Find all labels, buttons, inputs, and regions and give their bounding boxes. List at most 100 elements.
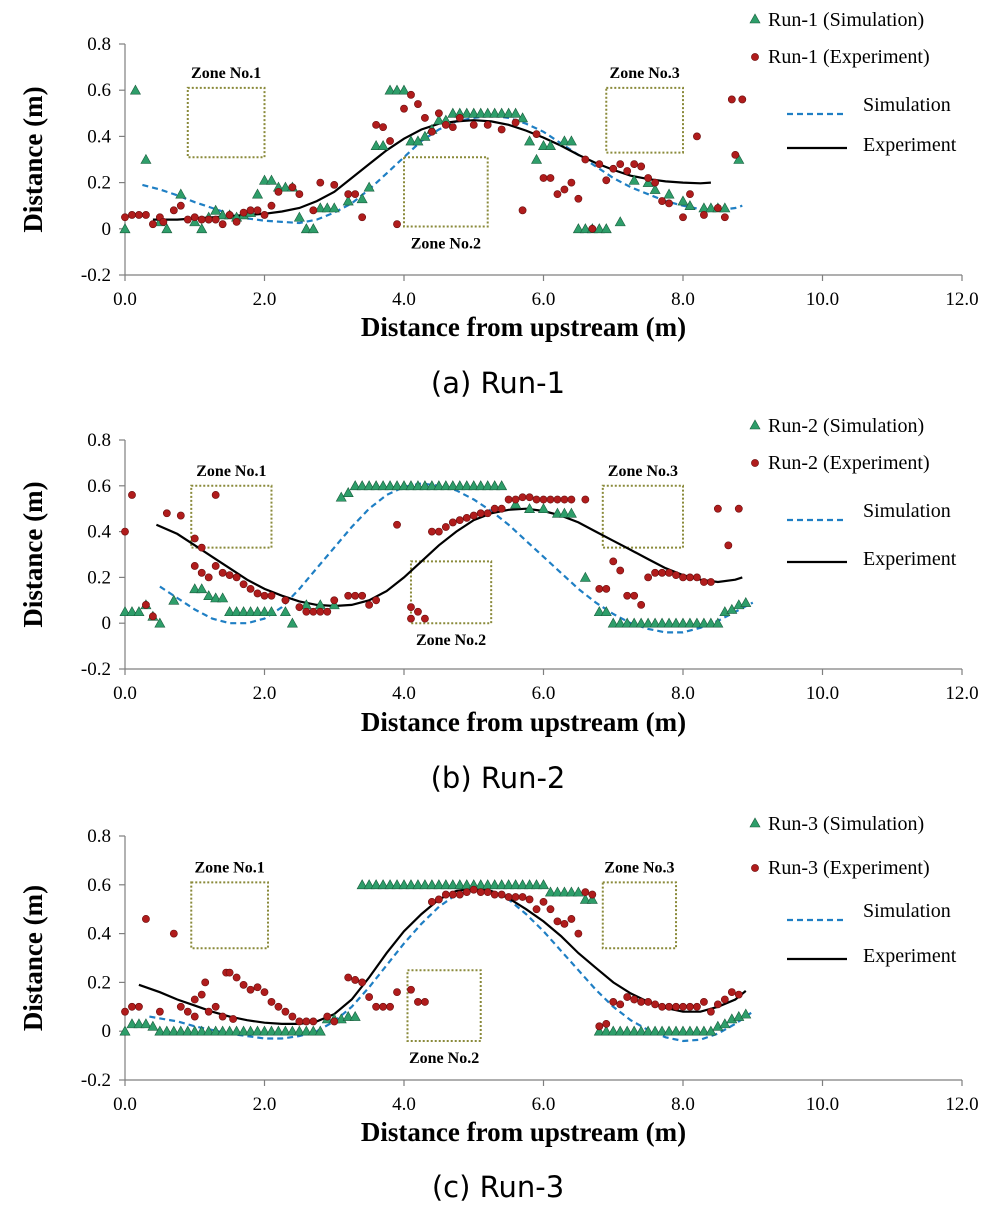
simulation-point (614, 617, 626, 628)
experiment-point (148, 612, 157, 621)
simulation-point (426, 480, 438, 491)
x-tick-label: 2.0 (253, 683, 277, 704)
simulation-point (600, 606, 612, 617)
simulation-point (684, 617, 696, 628)
experiment-point (365, 600, 374, 609)
experiment-point (665, 199, 673, 208)
simulation-point (524, 879, 536, 890)
experiment-point (630, 591, 639, 600)
simulation-point (272, 1025, 284, 1036)
experiment-point (246, 206, 255, 215)
simulation-point (649, 183, 661, 194)
experiment-point (553, 495, 562, 504)
simulation-point (384, 879, 396, 890)
experiment-point (469, 511, 478, 520)
simulation-point (628, 174, 640, 185)
simulation-point (705, 202, 717, 213)
zone-box-3 (605, 86, 685, 154)
simulation-point (217, 209, 229, 220)
y-tick-label: -0.2 (81, 1070, 111, 1091)
experiment-point (239, 580, 248, 589)
simulation-point (356, 879, 368, 890)
simulation-point (482, 107, 494, 118)
experiment-point (211, 491, 220, 499)
simulation-point (593, 606, 605, 617)
experiment-point (504, 495, 513, 504)
simulation-point (670, 617, 682, 628)
x-tick-label: 4.0 (392, 683, 416, 704)
simulation-point (154, 617, 166, 628)
experiment-point (232, 973, 241, 982)
experiment-point (630, 995, 639, 1004)
experiment-point (532, 905, 541, 914)
experiment-point (197, 990, 206, 999)
y-tick-label: 0.2 (87, 972, 111, 993)
experiment-point (197, 568, 206, 577)
simulation-point (300, 223, 312, 234)
simulation-point (503, 879, 515, 890)
experiment-point (358, 591, 367, 600)
simulation-point (265, 606, 277, 617)
experiment-point (372, 120, 380, 129)
simulation-point (140, 153, 152, 164)
experiment-point (211, 215, 220, 224)
panel-caption: (a) Run-1 (431, 366, 565, 400)
experiment-point (616, 1000, 625, 1009)
experiment-point (539, 174, 548, 182)
experiment-point (351, 976, 360, 984)
simulation-point (614, 1025, 626, 1036)
y-tick-label: 0 (102, 219, 112, 240)
experiment-point (197, 543, 206, 552)
x-tick-label: 6.0 (532, 683, 556, 704)
experiment-point (379, 123, 387, 132)
simulation-point (133, 606, 145, 617)
simulation-point (537, 140, 550, 150)
y-tick-label: 0.6 (87, 875, 111, 896)
simulation-point (168, 1025, 180, 1036)
experiment-point (693, 132, 701, 141)
experiment-point (448, 890, 457, 899)
simulation-point (252, 1025, 264, 1036)
experiment-point (400, 104, 408, 113)
experiment-point (358, 978, 367, 987)
simulation-point (684, 200, 696, 210)
simulation-point (447, 879, 459, 890)
simulation-point (531, 879, 543, 890)
simulation-point (126, 1018, 138, 1029)
simulation-point (579, 571, 591, 582)
simulation-point (252, 606, 264, 617)
experiment-point (239, 980, 248, 989)
zone-label-2: Zone No.2 (411, 235, 481, 252)
simulation-point (126, 606, 138, 617)
experiment-point (232, 217, 241, 226)
experiment-point (142, 915, 150, 923)
experiment-point (602, 1019, 611, 1028)
y-tick-label: 0.8 (87, 34, 111, 55)
y-tick-label: 0.8 (87, 826, 111, 847)
experiment-point (229, 1015, 238, 1023)
experiment-point (686, 573, 694, 582)
experiment-point (267, 201, 276, 210)
experiment-point (665, 1002, 673, 1011)
simulation-point (161, 223, 173, 234)
simulation-point (712, 617, 724, 628)
simulation-point (621, 617, 633, 628)
simulation-point (210, 592, 222, 603)
experiment-point (427, 897, 436, 906)
simulation-point (161, 1025, 173, 1036)
experiment-point (724, 541, 733, 550)
experiment-point (190, 1012, 199, 1021)
chart-panel-1: -0.2 0 0.2 0.4 0.6 0.8 0.0 2.0 4.0 6.0 8.0 10.0 12.0… (18, 9, 979, 400)
simulation-point (258, 606, 271, 617)
simulation-point (426, 879, 438, 890)
simulation-point (537, 879, 550, 890)
simulation-point (377, 879, 389, 890)
experiment-point (190, 562, 199, 570)
experiment-point (623, 591, 632, 600)
experiment-point (201, 978, 210, 987)
simulation-point (258, 174, 271, 185)
experiment-point (532, 130, 541, 138)
simulation-point (705, 1025, 717, 1036)
experiment-point (700, 211, 708, 219)
